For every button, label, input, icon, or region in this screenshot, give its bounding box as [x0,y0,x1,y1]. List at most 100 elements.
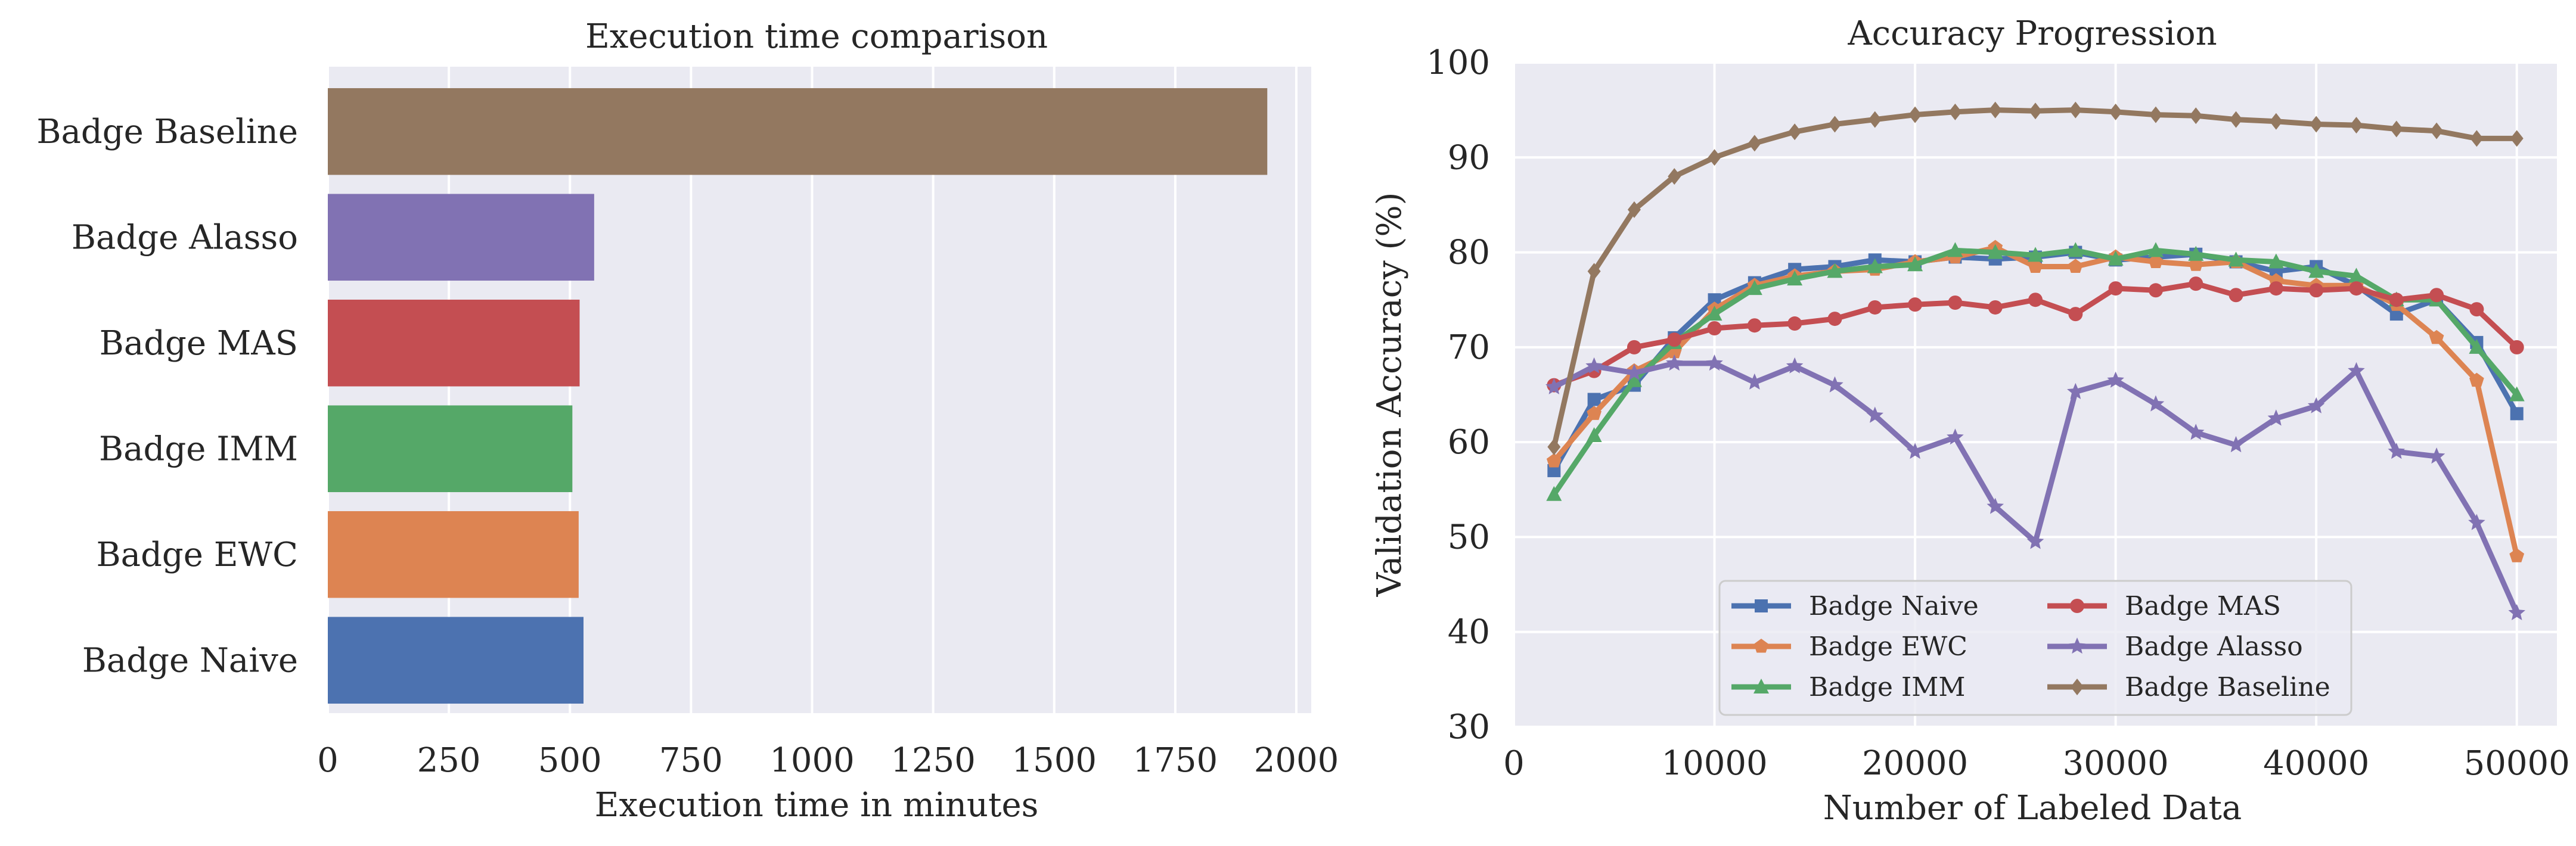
point-badge-mas [1988,300,2003,315]
right-y-ticks: 30 40 50 60 70 80 90 100 [1426,43,1490,747]
right-x-ticks: 0 10000 20000 30000 40000 50000 [1503,744,2570,783]
point-badge-alasso [1866,406,1883,423]
point-badge-alasso [1987,497,2004,514]
right-y-tick-label: 80 [1448,234,1490,272]
point-badge-baseline [2229,111,2243,128]
right-x-tick-label: 30000 [2063,744,2169,783]
point-badge-imm [1827,263,1843,278]
bar-badge-imm [328,405,573,493]
execution-time-chart: 0 250 500 750 1000 1250 1500 1750 2000 Badge Bas… [36,17,1339,825]
point-badge-alasso [1666,354,1683,371]
point-badge-alasso [2267,409,2285,426]
point-badge-alasso [1706,354,1723,371]
point-badge-ewc [1587,406,1602,420]
left-x-tick-label: 1250 [890,741,976,780]
left-y-tick-label: Badge IMM [99,430,298,468]
point-badge-ewc [2148,254,2164,268]
point-badge-naive [1587,393,1601,406]
point-badge-alasso [1826,376,1843,393]
point-badge-imm [2308,263,2324,278]
point-badge-alasso [2067,382,2084,399]
point-badge-imm [1586,427,1602,442]
left-chart-title: Execution time comparison [585,17,1048,56]
point-badge-alasso [2187,424,2205,440]
left-x-tick-label: 500 [538,741,602,780]
right-x-tick-label: 20000 [1862,744,1968,783]
point-badge-naive [1708,293,1721,307]
point-badge-alasso [2147,395,2165,412]
point-badge-alasso [1625,363,1643,380]
point-badge-baseline [2430,122,2444,139]
point-badge-imm [2268,253,2284,269]
point-badge-baseline [2310,116,2323,133]
point-badge-imm [2108,250,2124,266]
legend-label-badge-naive: Badge Naive [1809,591,1979,621]
point-badge-imm [1947,242,1963,257]
point-badge-imm [1987,244,2003,259]
series-badge-baseline [1547,101,2524,456]
right-y-tick-label: 100 [1426,43,1490,82]
point-badge-baseline [1828,116,1842,133]
point-badge-imm [1867,258,1883,273]
bar-badge-baseline [328,88,1268,175]
left-x-tick-label: 1000 [769,741,855,780]
point-badge-mas [2068,307,2083,322]
point-badge-baseline [2389,120,2403,138]
left-x-tick-label: 250 [417,741,481,780]
point-badge-ewc [2429,329,2444,344]
point-badge-alasso [2508,604,2525,620]
bar-badge-mas [328,299,580,387]
point-badge-baseline [2149,106,2162,123]
left-x-axis-label: Execution time in minutes [595,786,1039,825]
point-badge-mas [1827,312,1842,326]
left-y-tick-label: Badge Baseline [36,113,298,151]
point-badge-imm [2509,386,2525,402]
point-badge-imm [2028,247,2043,262]
point-badge-mas [1787,316,1802,331]
legend-label-badge-baseline: Badge Baseline [2125,672,2330,702]
point-badge-baseline [2189,107,2203,125]
right-y-axis-label: Validation Accuracy (%) [1370,192,1409,598]
point-badge-ewc [1546,453,1562,468]
right-chart-title: Accuracy Progression [1847,14,2217,53]
point-badge-mas [2309,283,2324,298]
left-y-tick-label: Badge Alasso [72,218,298,257]
legend-label-badge-ewc: Badge EWC [1809,632,1967,662]
left-x-ticks: 0 250 500 750 1000 1250 1500 1750 2000 [317,741,1339,780]
point-badge-imm [2348,268,2364,283]
legend-marker-badge-imm [1753,679,1769,693]
accuracy-chart: 0 10000 20000 30000 40000 50000 30 40 50 60 70 80 9… [1370,14,2570,828]
point-badge-baseline [2069,101,2082,119]
legend-marker-badge-mas [2070,599,2084,613]
point-badge-baseline [1587,263,1601,280]
point-badge-imm [1907,256,1923,272]
point-badge-baseline [1708,149,1721,166]
point-badge-baseline [1788,123,1802,141]
point-badge-baseline [1908,106,1922,123]
left-y-tick-label: Badge Naive [82,641,298,680]
point-badge-mas [1627,340,1641,354]
point-badge-alasso [1906,443,1924,459]
right-series-lines [1545,101,2525,620]
left-x-tick-label: 750 [659,741,723,780]
point-badge-alasso [2428,447,2445,464]
point-badge-baseline [1948,103,1962,120]
point-badge-baseline [2470,130,2484,147]
point-badge-baseline [2269,113,2283,130]
point-badge-baseline [2350,117,2363,134]
point-badge-mas [1667,332,1682,347]
right-x-tick-label: 0 [1503,744,1525,783]
point-badge-alasso [2307,397,2325,413]
point-badge-imm [1706,306,1722,321]
legend-marker-badge-baseline [2071,679,2084,695]
right-x-tick-label: 50000 [2464,744,2570,783]
point-badge-mas [2268,281,2283,296]
point-badge-alasso [1545,378,1563,394]
point-badge-naive [2510,407,2524,421]
point-badge-mas [2349,281,2364,296]
point-badge-alasso [2348,362,2365,378]
point-badge-alasso [2107,371,2124,388]
point-badge-mas [2469,302,2484,317]
legend-label-badge-mas: Badge MAS [2125,591,2281,621]
